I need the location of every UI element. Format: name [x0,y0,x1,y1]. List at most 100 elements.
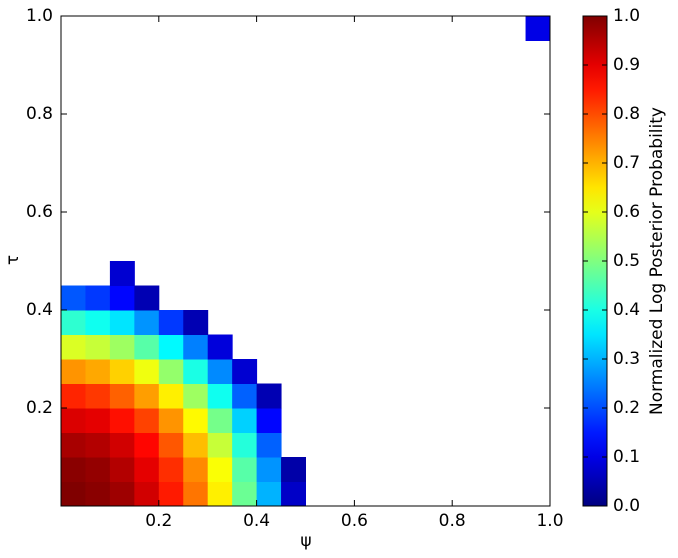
colorbar-tick-label: 0.9 [613,55,640,75]
colorbar-tick-label: 0.8 [613,104,640,124]
heat-cell [207,334,233,360]
x-tick-label: 0.8 [439,511,466,531]
heat-cell [207,408,233,433]
heat-cell [256,383,282,409]
heat-cell [134,408,160,433]
heat-cell [134,481,160,507]
heat-cell [158,481,184,507]
heat-cell [207,457,233,482]
heat-cell [61,359,86,384]
heat-cell [85,383,111,409]
heat-cell [232,359,258,384]
heat-cell [183,432,209,458]
heat-cell [256,408,282,433]
colorbar-tick-label: 0.3 [613,349,640,369]
plot-frame [60,15,551,507]
heat-cell [61,334,86,360]
heat-cell [158,383,184,409]
heat-cell [134,334,160,360]
heat-cell [158,408,184,433]
x-tick-label: 0.2 [145,511,172,531]
heat-cell [183,310,209,335]
heat-cell [85,285,111,311]
heat-cell [158,457,184,482]
heat-cell [109,432,135,458]
heat-cell [207,481,233,507]
heat-cell [207,432,233,458]
heat-cell [61,481,86,507]
heat-cell [61,310,86,335]
y-tick-label: 0.4 [26,300,53,320]
heat-cell [183,383,209,409]
heat-cell [183,408,209,433]
heat-cell [109,285,135,311]
heat-cell [134,457,160,482]
heat-cell [85,408,111,433]
x-tick-label: 1.0 [536,511,563,531]
heat-cell [158,310,184,335]
heat-cell [256,481,282,507]
heat-cell [183,334,209,360]
heat-cell [85,310,111,335]
heat-cell [256,457,282,482]
y-tick-label: 0.2 [26,398,53,418]
colorbar-tick-label: 0.0 [613,496,640,516]
heat-cell [158,334,184,360]
heat-cell [183,457,209,482]
heat-cell [134,383,160,409]
heat-cell [183,359,209,384]
heat-cell [232,408,258,433]
colorbar-tick-label: 0.5 [613,251,640,271]
y-tick-label: 0.6 [26,202,53,222]
colorbar-tick-label: 0.7 [613,153,640,173]
heat-cell [207,359,233,384]
heat-cell [109,261,135,286]
heatmap [61,16,551,507]
heat-cell [61,285,86,311]
heat-cell [134,359,160,384]
colorbar-tick-label: 0.4 [613,300,640,320]
heat-cell [61,432,86,458]
heat-cell [134,285,160,311]
heat-cell [61,383,86,409]
heat-cell [61,457,86,482]
heat-cell [232,481,258,507]
y-tick-label: 1.0 [26,6,53,26]
heat-cell [109,334,135,360]
heat-cell [525,16,551,41]
heat-cell [109,408,135,433]
colorbar-tick-label: 0.1 [613,447,640,467]
heat-cell [183,481,209,507]
heat-cell [85,481,111,507]
heat-cell [85,334,111,360]
colorbar-tick-label: 0.2 [613,398,640,418]
heat-cell [207,383,233,409]
heat-cell [109,359,135,384]
heat-cell [85,359,111,384]
heat-cell [281,457,306,482]
heat-cell [281,481,306,507]
y-axis-label: τ [3,255,23,265]
x-tick-label: 0.6 [341,511,368,531]
x-tick-label: 0.4 [243,511,270,531]
heat-cell [109,310,135,335]
heat-cell [85,432,111,458]
heat-cell [61,408,86,433]
heat-cell [109,383,135,409]
heat-cell [109,481,135,507]
heat-cell [256,432,282,458]
y-tick-label: 0.8 [26,104,53,124]
heat-cell [134,310,160,335]
x-axis-label: ψ [300,531,311,551]
heat-cell [232,457,258,482]
colorbar-label: Normalized Log Posterior Probability [647,107,667,415]
heat-cell [232,432,258,458]
heat-cell [109,457,135,482]
heat-cell [158,432,184,458]
heat-cell [134,432,160,458]
heat-cell [85,457,111,482]
heat-cell [232,383,258,409]
colorbar-tick-label: 0.6 [613,202,640,222]
heat-cell [158,359,184,384]
